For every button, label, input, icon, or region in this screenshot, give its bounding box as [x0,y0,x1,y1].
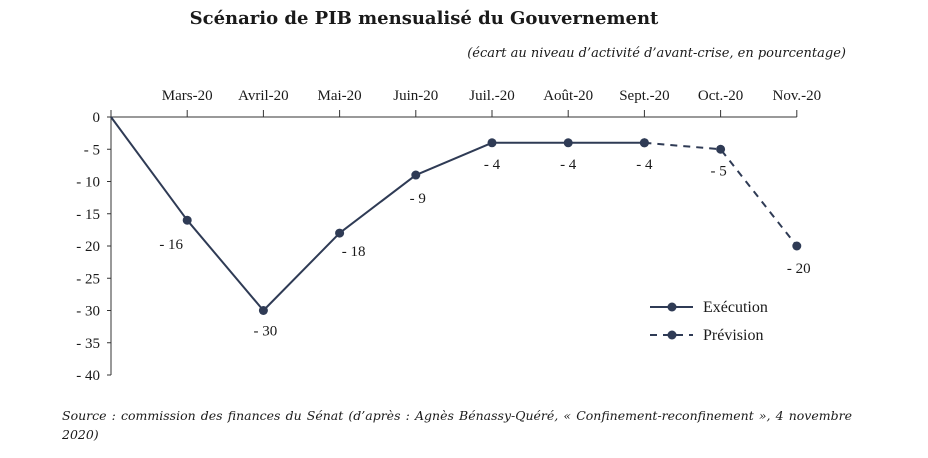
data-label: - 9 [410,191,426,207]
data-label: - 4 [636,157,653,173]
data-label: - 30 [254,324,278,340]
legend-execution-label: Exécution [703,299,768,316]
chart-legend: Exécution Prévision [650,299,768,344]
chart-subtitle: (écart au niveau d’activité d’avant-cris… [467,46,846,61]
legend-execution-marker [667,302,677,312]
chart-axes: 0 - 5 - 10 - 15 - 20 - 25 - 30 - 35 - 40 Mars-20 A… [76,88,821,384]
x-tick-label: Nov.-20 [772,88,821,104]
y-tick-label: - 40 [76,368,100,384]
data-label: - 20 [787,261,811,277]
source-note: Source : commission des finances du Séna… [62,408,852,442]
chart-data-labels: - 16 - 30 - 18 - 9 - 4 - 4 - 4 - 5 - 20 [159,157,810,340]
legend-prevision-label: Prévision [703,327,763,344]
x-tick-label: Sept.-20 [619,88,669,104]
data-label: - 16 [159,237,183,253]
y-tick-label: - 35 [76,336,100,352]
x-tick-label: Mars-20 [162,88,213,104]
data-label: - 5 [710,163,726,179]
chart-title: Scénario de PIB mensualisé du Gouverneme… [189,8,659,29]
x-tick-label: Oct.-20 [698,88,743,104]
execution-marker [335,228,345,238]
x-tick-label: Mai-20 [318,88,362,104]
y-tick-label: - 10 [76,175,100,191]
y-tick-label: - 25 [76,271,100,287]
y-tick-label: 0 [93,110,101,126]
execution-marker [258,306,268,315]
y-tick-label: - 5 [84,142,100,158]
execution-marker [487,138,497,148]
chart-lines [110,116,798,312]
x-tick-label: Juil.-20 [469,88,514,104]
execution-marker [182,215,192,225]
prevision-marker [792,241,802,251]
y-tick-label: - 30 [76,304,100,320]
execution-marker [411,170,421,180]
prevision-line [644,141,798,247]
legend-prevision-marker [667,330,677,340]
execution-marker [563,138,573,148]
data-label: - 4 [484,157,501,173]
chart-markers [182,138,802,315]
data-label: - 18 [342,244,366,260]
y-tick-label: - 15 [76,207,100,223]
prevision-marker [639,138,649,148]
x-tick-label: Avril-20 [238,88,289,104]
execution-line [110,116,645,312]
x-tick-label: Août-20 [543,88,593,104]
line-chart: 0 - 5 - 10 - 15 - 20 - 25 - 30 - 35 - 40 Mars-20 A… [76,88,821,384]
x-tick-label: Juin-20 [393,88,438,104]
y-tick-label: - 20 [76,239,100,255]
prevision-marker [716,144,726,154]
data-label: - 4 [560,157,577,173]
